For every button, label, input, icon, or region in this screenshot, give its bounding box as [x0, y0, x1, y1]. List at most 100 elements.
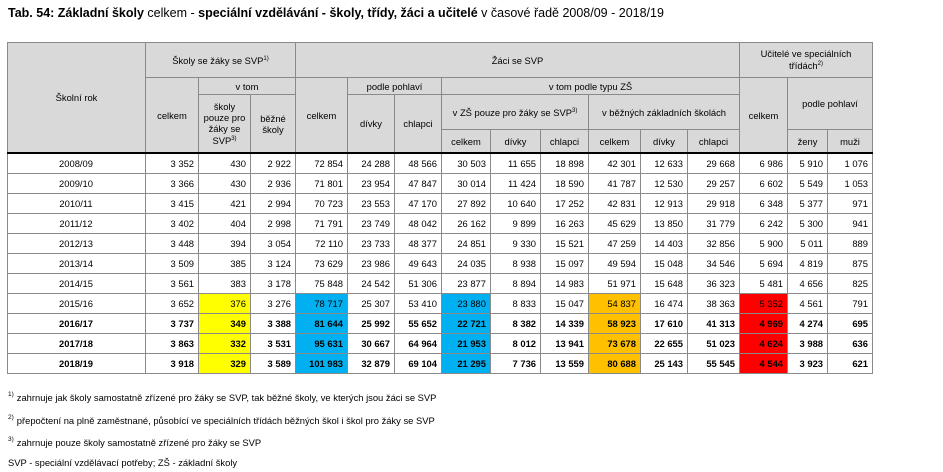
table-cell: 11 655 — [491, 153, 541, 174]
table-cell: 73 678 — [589, 334, 641, 354]
table-cell: 34 546 — [688, 254, 740, 274]
table-cell: 2 998 — [251, 214, 296, 234]
table-cell: 3 388 — [251, 314, 296, 334]
table-cell: 2 994 — [251, 194, 296, 214]
table-cell: 383 — [199, 274, 251, 294]
header-regular-boys: chlapci — [688, 130, 740, 154]
table-cell: 5 300 — [788, 214, 828, 234]
table-cell: 3 448 — [146, 234, 199, 254]
table-cell: 30 014 — [442, 174, 491, 194]
table-title: Tab. 54: Základní školy celkem - speciál… — [8, 6, 664, 20]
row-year: 2009/10 — [8, 174, 146, 194]
table-cell: 3 509 — [146, 254, 199, 274]
table-cell: 3 988 — [788, 334, 828, 354]
table-cell: 26 162 — [442, 214, 491, 234]
table-cell: 15 048 — [641, 254, 688, 274]
table-cell: 15 521 — [541, 234, 589, 254]
header-teachers-women: ženy — [788, 130, 828, 154]
table-cell: 825 — [828, 274, 873, 294]
table-cell: 32 856 — [688, 234, 740, 254]
table-cell: 421 — [199, 194, 251, 214]
table-cell: 80 688 — [589, 354, 641, 374]
table-cell: 49 643 — [395, 254, 442, 274]
header-regular-girls: dívky — [641, 130, 688, 154]
footnote-1: 1)zahrnuje jak školy samostatně zřízené … — [8, 385, 436, 408]
table-cell: 3 366 — [146, 174, 199, 194]
table-cell: 8 938 — [491, 254, 541, 274]
table-cell: 29 668 — [688, 153, 740, 174]
table-cell: 971 — [828, 194, 873, 214]
table-cell: 15 047 — [541, 294, 589, 314]
table-cell: 941 — [828, 214, 873, 234]
table-cell: 41 787 — [589, 174, 641, 194]
header-pupils-regular-group: v běžných základních školách — [589, 95, 740, 130]
table-cell: 23 954 — [348, 174, 395, 194]
table-cell: 3 402 — [146, 214, 199, 234]
table-cell: 9 899 — [491, 214, 541, 234]
table-cell: 24 542 — [348, 274, 395, 294]
table-cell: 14 339 — [541, 314, 589, 334]
table-cell: 15 648 — [641, 274, 688, 294]
header-only-girls: dívky — [491, 130, 541, 154]
table-cell: 47 847 — [395, 174, 442, 194]
table-cell: 101 983 — [296, 354, 348, 374]
table-cell: 29 918 — [688, 194, 740, 214]
table-cell: 621 — [828, 354, 873, 374]
table-cell: 394 — [199, 234, 251, 254]
table-cell: 47 170 — [395, 194, 442, 214]
table-cell: 6 242 — [740, 214, 788, 234]
table-cell: 30 503 — [442, 153, 491, 174]
header-pupils-group: Žáci se SVP — [296, 43, 740, 78]
table-cell: 42 301 — [589, 153, 641, 174]
table-cell: 73 629 — [296, 254, 348, 274]
table-cell: 5 352 — [740, 294, 788, 314]
header-pupils-only-group: v ZŠ pouze pro žáky se SVP3) — [442, 95, 589, 130]
table-cell: 16 474 — [641, 294, 688, 314]
header-schools-only: školy pouze pro žáky se SVP3) — [199, 95, 251, 154]
title-part2: speciální vzdělávání - školy, třídy, žác… — [198, 6, 478, 20]
table-cell: 11 424 — [491, 174, 541, 194]
footnotes: 1)zahrnuje jak školy samostatně zřízené … — [8, 385, 436, 472]
table-cell: 75 848 — [296, 274, 348, 294]
table-cell: 3 415 — [146, 194, 199, 214]
table-cell: 69 104 — [395, 354, 442, 374]
table-cell: 78 717 — [296, 294, 348, 314]
table-cell: 22 655 — [641, 334, 688, 354]
table-cell: 51 306 — [395, 274, 442, 294]
row-year: 2013/14 — [8, 254, 146, 274]
table-cell: 24 851 — [442, 234, 491, 254]
header-pupils-by-type: v tom podle typu ZŠ — [442, 78, 740, 95]
footnote-2: 2)přepočtení na plně zaměstnané, působíc… — [8, 408, 436, 431]
table-cell: 13 559 — [541, 354, 589, 374]
table-cell: 4 656 — [788, 274, 828, 294]
header-pupils-boys: chlapci — [395, 95, 442, 154]
table-cell: 5 549 — [788, 174, 828, 194]
table-cell: 5 011 — [788, 234, 828, 254]
table-cell: 4 544 — [740, 354, 788, 374]
table-cell: 31 779 — [688, 214, 740, 234]
title-prefix: Tab. 54: Základní školy — [8, 6, 144, 20]
table-cell: 6 602 — [740, 174, 788, 194]
table-cell: 71 791 — [296, 214, 348, 234]
table-cell: 48 377 — [395, 234, 442, 254]
table-cell: 29 257 — [688, 174, 740, 194]
table-cell: 8 012 — [491, 334, 541, 354]
table-cell: 23 553 — [348, 194, 395, 214]
table-cell: 30 667 — [348, 334, 395, 354]
table-cell: 15 097 — [541, 254, 589, 274]
table-cell: 3 923 — [788, 354, 828, 374]
table-cell: 695 — [828, 314, 873, 334]
table-cell: 430 — [199, 174, 251, 194]
table-cell: 58 923 — [589, 314, 641, 334]
table-cell: 12 633 — [641, 153, 688, 174]
table-cell: 8 382 — [491, 314, 541, 334]
table-cell: 404 — [199, 214, 251, 234]
table-cell: 8 894 — [491, 274, 541, 294]
table-cell: 5 694 — [740, 254, 788, 274]
title-suffix: v časové řadě 2008/09 - 2018/19 — [481, 6, 664, 20]
